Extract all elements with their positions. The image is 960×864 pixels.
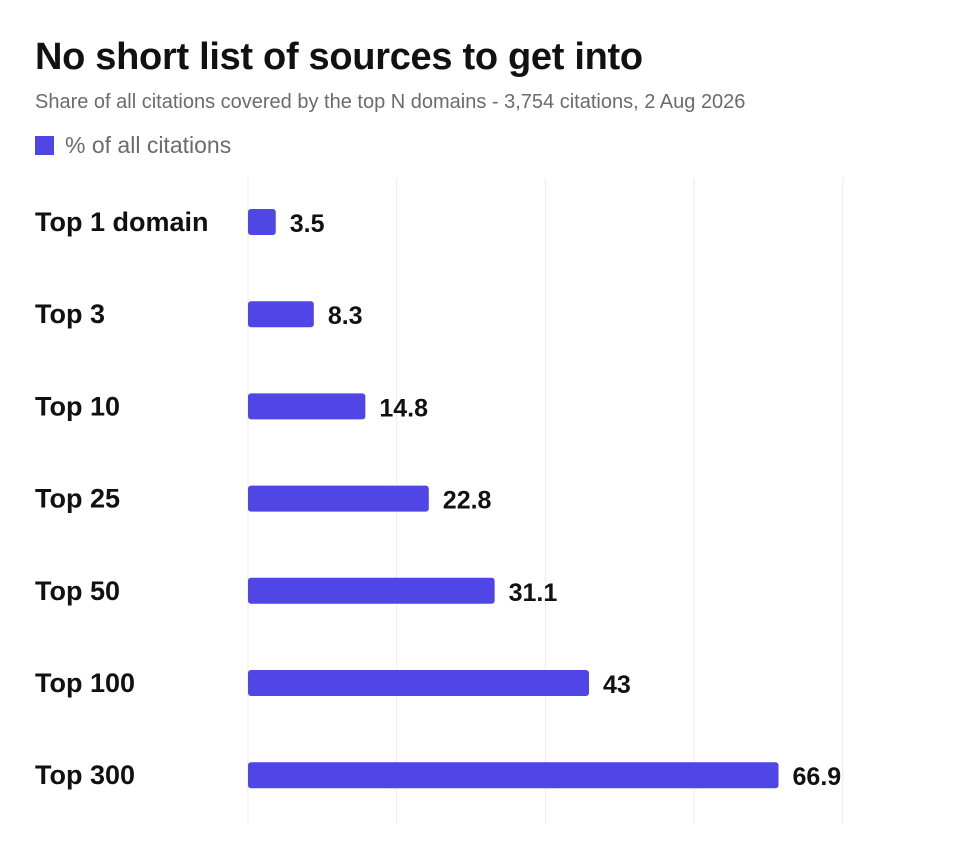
category-label: Top 1 domain <box>35 207 209 237</box>
category-label: Top 3 <box>35 299 105 329</box>
value-label: 3.5 <box>290 210 325 238</box>
category-labels: Top 1 domain Top 3 Top 10 Top 25 Top 50 Top 1… <box>35 207 209 790</box>
value-label: 14.8 <box>379 394 428 422</box>
value-label: 8.3 <box>328 302 363 330</box>
bar <box>248 577 495 604</box>
value-labels: 3.5 8.3 14.8 22.8 31.1 43 66.9 <box>290 210 841 791</box>
value-label: 31.1 <box>509 579 558 607</box>
bar <box>248 485 429 512</box>
category-label: Top 300 <box>35 760 135 790</box>
bar <box>248 209 276 235</box>
bar <box>248 762 779 789</box>
legend-swatch <box>35 136 54 155</box>
bars <box>248 209 779 789</box>
category-label: Top 100 <box>35 668 135 698</box>
bar <box>248 393 366 420</box>
bar <box>248 670 589 696</box>
value-label: 43 <box>603 671 631 699</box>
legend: % of all citations <box>35 132 231 159</box>
category-label: Top 50 <box>35 576 120 606</box>
category-label: Top 25 <box>35 484 120 514</box>
bar <box>248 301 314 328</box>
chart-title: No short list of sources to get into <box>35 36 643 78</box>
chart-subtitle: Share of all citations covered by the to… <box>35 91 746 113</box>
value-label: 22.8 <box>443 487 492 515</box>
legend-label: % of all citations <box>65 132 232 158</box>
category-label: Top 10 <box>35 391 120 421</box>
value-label: 66.9 <box>793 763 842 791</box>
